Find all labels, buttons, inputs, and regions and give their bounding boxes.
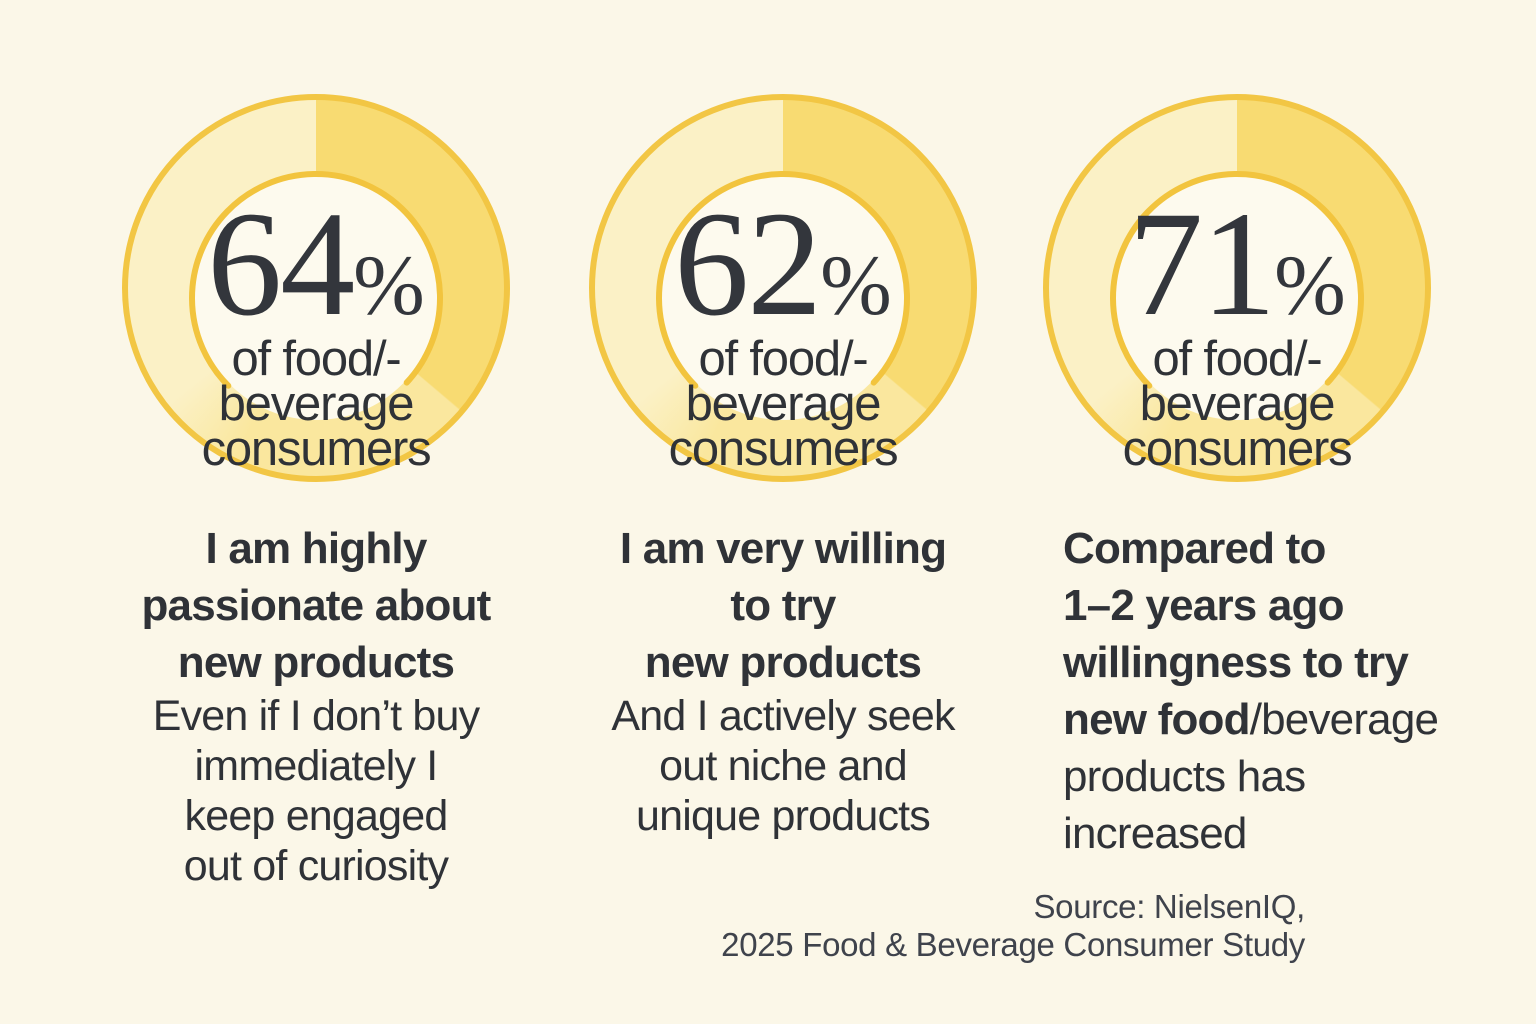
- caption-text: keep engaged: [184, 792, 449, 840]
- caption-line: to try: [543, 577, 1023, 634]
- percentage-readout: 64%: [122, 189, 510, 360]
- inner-label-line: of food/-: [231, 332, 402, 386]
- caption-text: to try: [730, 581, 836, 630]
- caption-text: /beverage: [1249, 695, 1439, 744]
- caption-text: 1–2 years ago: [1063, 581, 1345, 630]
- caption-line: Compared to: [1063, 520, 1533, 577]
- caption-text: increased: [1063, 809, 1247, 858]
- caption-block-statement: I am very willing to try new products: [543, 520, 1023, 691]
- donut-hole: [194, 176, 438, 420]
- caption-text: Compared to: [1063, 524, 1326, 573]
- donut-caption: I am very willing to try new products And I…: [543, 520, 1023, 841]
- donut-inner-label: of food/- beverage consumers: [1043, 332, 1431, 476]
- donut-caption: Compared to 1–2 years ago willingness to t…: [1063, 520, 1533, 862]
- percent-value: 71: [1128, 181, 1276, 347]
- donut-caption: I am highly passionate about new products E…: [76, 520, 556, 891]
- donut-progress-arc: [1110, 171, 1364, 389]
- caption-text: willingness to try: [1063, 638, 1409, 687]
- caption-line: increased: [1063, 805, 1533, 862]
- caption-text: I am very willing: [619, 524, 947, 573]
- donut-inner-label: of food/- beverage consumers: [589, 332, 977, 476]
- caption-text: And I actively seek: [611, 692, 955, 740]
- caption-text: Even if I don’t buy: [152, 692, 480, 740]
- donut-hole: [661, 176, 905, 420]
- donut-group-2: 62% of food/- beverage consumers I am very w…: [589, 0, 977, 1024]
- caption-line: passionate about: [76, 577, 556, 634]
- caption-line: new products: [543, 634, 1023, 691]
- percentage-readout: 62%: [589, 189, 977, 360]
- caption-text: products has: [1063, 752, 1306, 801]
- caption-line: new products: [76, 634, 556, 691]
- source-note: Source: NielsenIQ, 2025 Food & Beverage …: [721, 888, 1305, 964]
- percent-sign: %: [820, 237, 892, 333]
- percent-sign: %: [353, 237, 425, 333]
- inner-label-line: beverage: [218, 377, 415, 431]
- caption-text: out niche and: [659, 742, 908, 790]
- caption-block-statement: I am highly passionate about new products: [76, 520, 556, 691]
- inner-label-line: beverage: [685, 377, 882, 431]
- caption-text: new products: [177, 638, 455, 687]
- donut-inner-label: of food/- beverage consumers: [122, 332, 510, 476]
- donut-group-1: 64% of food/- beverage consumers I am highly…: [122, 0, 510, 1024]
- caption-line: products has: [1063, 748, 1533, 805]
- inner-label-line: of food/-: [1152, 332, 1323, 386]
- percent-sign: %: [1274, 237, 1346, 333]
- percent-value: 64: [207, 181, 355, 347]
- caption-line: And I actively seek: [543, 691, 1023, 741]
- caption-line: I am highly: [76, 520, 556, 577]
- donut-hole: [1115, 176, 1359, 420]
- caption-line: 1–2 years ago: [1063, 577, 1533, 634]
- caption-line: out niche and: [543, 741, 1023, 791]
- inner-label-line: beverage: [1139, 377, 1336, 431]
- percent-value: 62: [674, 181, 822, 347]
- caption-line: Even if I don’t buy: [76, 691, 556, 741]
- source-line-2: 2025 Food & Beverage Consumer Study: [721, 926, 1305, 963]
- caption-line: out of curiosity: [76, 841, 556, 891]
- caption-text: unique products: [636, 792, 931, 840]
- donut-chart: 62% of food/- beverage consumers: [589, 94, 977, 482]
- inner-label-line: of food/-: [698, 332, 869, 386]
- donut-progress-arc: [189, 171, 443, 389]
- caption-line: new food/beverage: [1063, 691, 1533, 748]
- donut-group-3: 71% of food/- beverage consumers Compared to…: [1043, 0, 1439, 1024]
- donut-chart: 71% of food/- beverage consumers: [1043, 94, 1431, 482]
- source-line-1: Source: NielsenIQ,: [1033, 888, 1305, 925]
- donut-progress-arc: [656, 171, 910, 389]
- caption-line: keep engaged: [76, 791, 556, 841]
- caption-block-detail: And I actively seek out niche and unique p…: [543, 691, 1023, 841]
- inner-label-line: consumers: [201, 422, 432, 476]
- caption-line: I am very willing: [543, 520, 1023, 577]
- caption-text: I am highly: [205, 524, 427, 573]
- caption-text: immediately I: [194, 742, 439, 790]
- caption-line: immediately I: [76, 741, 556, 791]
- caption-line: unique products: [543, 791, 1023, 841]
- caption-block-statement: Compared to 1–2 years ago willingness to t…: [1063, 520, 1533, 862]
- caption-text: out of curiosity: [183, 842, 449, 890]
- caption-text: new food: [1063, 695, 1250, 744]
- donut-chart: 64% of food/- beverage consumers: [122, 94, 510, 482]
- caption-line: willingness to try: [1063, 634, 1533, 691]
- caption-text: new products: [644, 638, 922, 687]
- caption-text: passionate about: [141, 581, 491, 630]
- percentage-readout: 71%: [1043, 189, 1431, 360]
- inner-label-line: consumers: [668, 422, 899, 476]
- inner-label-line: consumers: [1122, 422, 1353, 476]
